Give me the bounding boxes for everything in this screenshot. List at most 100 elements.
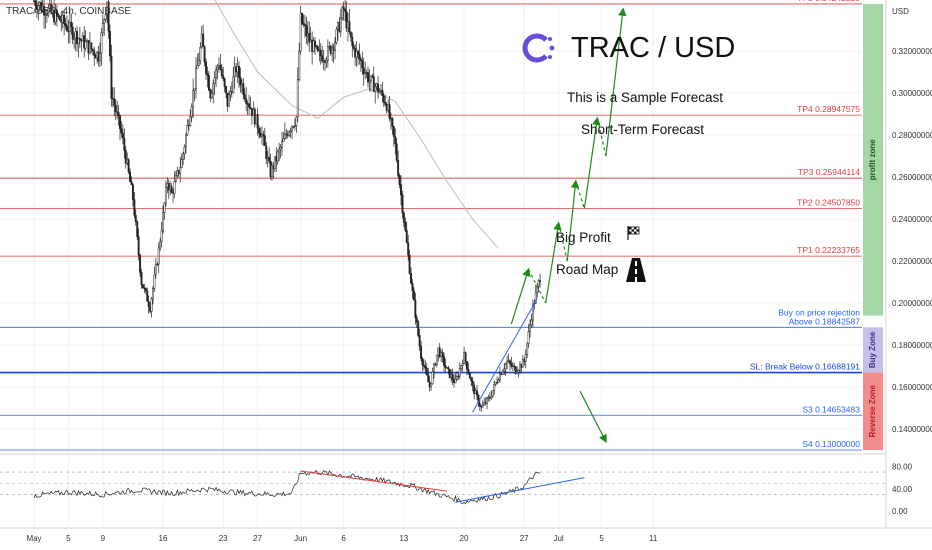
candle-body (374, 86, 377, 92)
candle-body (358, 53, 361, 60)
candle (47, 4, 50, 18)
candle-body (162, 212, 164, 232)
candle-body (124, 150, 127, 164)
candle (190, 103, 193, 123)
candle (136, 220, 139, 241)
candle-body (335, 29, 338, 43)
candle (34, 0, 37, 13)
candle (187, 119, 190, 131)
candle (134, 209, 137, 226)
rsi-tick-label: 80.00 (892, 462, 913, 471)
candle-body (430, 383, 433, 388)
candle (192, 78, 195, 118)
candle-body (357, 50, 359, 55)
candle-body (493, 384, 496, 391)
candle (401, 190, 404, 219)
candle (458, 362, 461, 380)
candle (293, 118, 296, 131)
candle-body (397, 160, 400, 176)
candle (157, 242, 160, 274)
chart-subtitle-1: This is a Sample Forecast (567, 90, 723, 105)
candle (372, 66, 375, 92)
candle-body (476, 390, 478, 396)
candle (498, 366, 501, 382)
candle (170, 182, 173, 194)
candle (438, 342, 441, 359)
candle (441, 348, 444, 363)
candle-body (466, 361, 468, 370)
candle-body (278, 148, 281, 153)
candle-body (417, 321, 420, 336)
candle (384, 94, 387, 107)
candle (229, 85, 232, 102)
candle (281, 131, 283, 156)
candle-body (55, 10, 58, 17)
candle-body (301, 13, 304, 24)
candle-body (438, 347, 441, 357)
candle (369, 75, 372, 92)
candle (433, 362, 435, 379)
price-tick-label: 0.22000000 (892, 257, 932, 266)
candle-body (412, 290, 415, 301)
candle (341, 5, 344, 21)
candle-body (174, 175, 177, 182)
forecast-pullback-line (575, 181, 585, 209)
chart-subtitle-2: Short-Term Forecast (581, 122, 704, 137)
candle (197, 52, 200, 67)
candle-body (273, 156, 276, 170)
candle (316, 44, 319, 53)
candle (232, 66, 235, 94)
candle-body (510, 363, 513, 367)
candle (349, 31, 352, 42)
candle (93, 46, 96, 67)
candle-body (182, 153, 185, 160)
candle-body (371, 75, 374, 77)
candle-body (348, 21, 351, 33)
time-tick-label: 27 (520, 534, 529, 543)
candle-body (473, 384, 476, 394)
candle-body (173, 181, 176, 194)
candle (352, 41, 355, 51)
candle-body (283, 133, 286, 140)
candle (291, 125, 294, 140)
candle (276, 149, 279, 165)
brand-logo-icon (522, 33, 555, 63)
support-trendline (472, 298, 538, 413)
candle-body (534, 292, 537, 304)
candle-body (451, 374, 454, 381)
zone-band (863, 327, 883, 373)
candle (100, 28, 103, 66)
candle (296, 67, 299, 122)
candle-body (402, 212, 405, 223)
candles (33, 0, 542, 412)
candle-body (225, 86, 228, 94)
candle-body (293, 125, 296, 127)
candle-body (513, 365, 516, 368)
candle (537, 279, 540, 293)
candle (120, 121, 123, 138)
candle-body (73, 37, 76, 40)
candle-body (325, 60, 328, 63)
candle (156, 262, 159, 267)
candle (345, 1, 348, 32)
zone-label: profit zone (868, 139, 877, 180)
candle-body (509, 360, 511, 364)
candle-body (408, 254, 411, 274)
candle-body (483, 402, 486, 406)
candle (265, 142, 268, 165)
candle (101, 14, 104, 37)
candle-body (192, 90, 195, 108)
candle-body (137, 236, 140, 256)
candle (447, 365, 450, 375)
time-tick-label: May (26, 534, 41, 543)
candle (283, 122, 286, 141)
candle (189, 109, 192, 127)
candle-body (516, 371, 519, 374)
candle-body (296, 79, 299, 118)
candle-body (127, 159, 130, 173)
candle-body (239, 77, 242, 86)
symbol-header: TRAC/USD, 4h, COINBASE (6, 6, 132, 17)
candle-body (326, 46, 329, 61)
candle (298, 42, 301, 82)
